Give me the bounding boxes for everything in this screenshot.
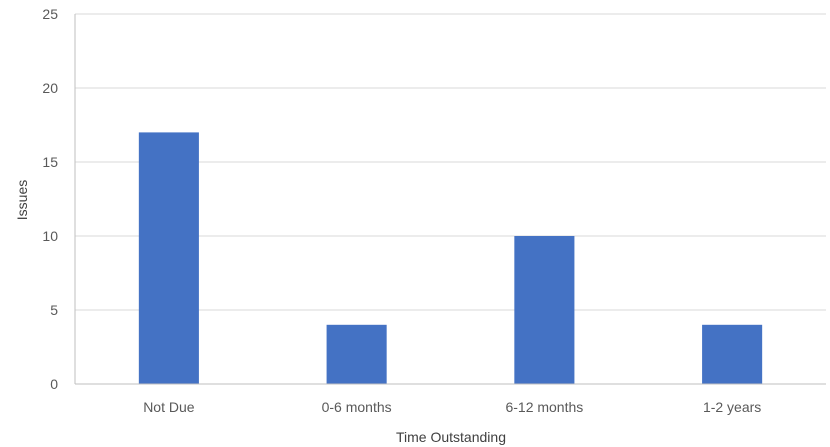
axes	[74, 14, 826, 385]
y-tick-label: 25	[42, 6, 58, 22]
bar	[138, 132, 199, 384]
x-tick-label: 0-6 months	[322, 399, 392, 415]
bar	[326, 324, 387, 384]
y-tick-label: 20	[42, 80, 58, 96]
x-tick-label: 6-12 months	[505, 399, 583, 415]
bar	[702, 324, 763, 384]
gridlines	[75, 13, 826, 311]
x-axis-title: Time Outstanding	[396, 429, 506, 445]
bar	[514, 236, 575, 384]
bars	[138, 132, 763, 384]
tick-labels: 0 5 10 15 20 25 Not Due 0-6 months 6-12 months 1-…	[42, 6, 761, 415]
y-tick-label: 0	[50, 376, 58, 392]
y-tick-label: 10	[42, 228, 58, 244]
y-axis-title: Issues	[14, 180, 30, 220]
y-tick-label: 5	[50, 302, 58, 318]
x-tick-label: Not Due	[143, 399, 195, 415]
y-tick-label: 15	[42, 154, 58, 170]
x-tick-label: 1-2 years	[703, 399, 761, 415]
